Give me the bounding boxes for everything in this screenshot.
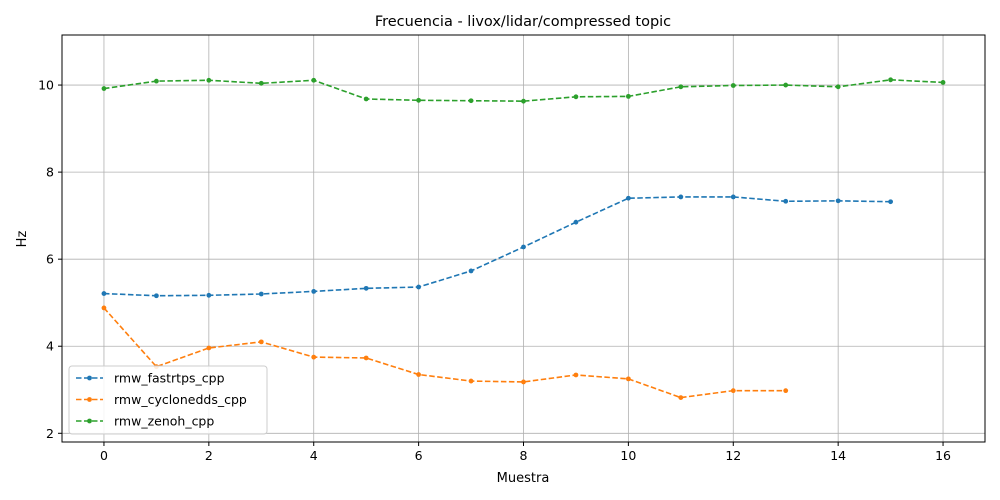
data-point xyxy=(311,77,317,83)
legend-box xyxy=(68,365,268,435)
y-tick-label: 6 xyxy=(46,252,54,267)
data-point xyxy=(783,82,789,88)
data-point xyxy=(258,339,264,345)
series-line xyxy=(103,79,944,102)
y-tick-label: 10 xyxy=(38,78,54,93)
x-tick-label: 8 xyxy=(520,448,528,463)
data-point xyxy=(416,284,422,290)
series-rmw_fastrtps_cpp xyxy=(101,194,894,299)
y-tick-label: 8 xyxy=(46,165,54,180)
data-point xyxy=(625,93,631,99)
x-tick-label: 6 xyxy=(415,448,423,463)
legend-swatch-marker xyxy=(87,397,92,402)
legend-label: rmw_cyclonedds_cpp xyxy=(114,392,247,407)
data-point xyxy=(678,194,684,200)
series-rmw_cyclonedds_cpp xyxy=(101,305,789,400)
data-point xyxy=(101,86,107,91)
data-point xyxy=(468,98,474,104)
x-axis-label: Muestra xyxy=(497,471,550,486)
data-point xyxy=(573,94,579,100)
data-point xyxy=(678,84,684,90)
data-point xyxy=(153,78,159,84)
y-axis-label: Hz xyxy=(15,231,30,248)
series-line xyxy=(103,196,891,297)
data-point xyxy=(468,378,474,384)
data-point xyxy=(888,77,894,83)
data-point xyxy=(206,345,212,351)
data-point xyxy=(363,355,369,361)
data-point xyxy=(678,395,684,400)
data-point xyxy=(363,96,369,102)
data-point xyxy=(521,379,526,385)
data-point xyxy=(363,285,369,291)
x-tick-label: 0 xyxy=(100,448,108,463)
y-tick-label: 2 xyxy=(46,426,54,441)
data-point xyxy=(258,80,264,86)
data-point xyxy=(206,77,212,83)
x-tick-label: 12 xyxy=(725,448,741,463)
x-tick-label: 14 xyxy=(830,448,846,463)
data-point xyxy=(625,376,631,382)
legend-swatch-marker xyxy=(87,418,92,424)
axis-ticks: 0 2 4 6 8 10 12 14 16 2 4 6 8 10 xyxy=(38,78,951,463)
x-tick-label: 10 xyxy=(620,448,636,463)
legend-label: rmw_zenoh_cpp xyxy=(114,414,214,429)
data-point xyxy=(521,244,526,250)
data-point xyxy=(730,194,736,200)
x-tick-label: 2 xyxy=(205,448,213,463)
data-point xyxy=(258,291,264,297)
data-point xyxy=(416,372,422,377)
data-point xyxy=(311,288,317,294)
data-point xyxy=(730,83,736,88)
data-point xyxy=(835,84,841,90)
data-point xyxy=(783,198,789,204)
data-point xyxy=(416,97,422,103)
data-point xyxy=(940,80,946,85)
data-point xyxy=(468,268,474,274)
x-tick-label: 4 xyxy=(310,448,318,463)
legend-label: rmw_fastrtps_cpp xyxy=(114,371,225,386)
data-point xyxy=(835,198,841,204)
data-point xyxy=(783,388,789,394)
data-point xyxy=(101,305,107,311)
data-point xyxy=(730,388,736,394)
data-point xyxy=(573,372,579,378)
data-point xyxy=(153,293,159,299)
grid xyxy=(62,35,985,442)
x-tick-label: 16 xyxy=(935,448,951,463)
plot-series xyxy=(101,77,946,400)
data-point xyxy=(206,292,212,298)
legend-swatch-marker xyxy=(87,375,92,381)
data-point xyxy=(573,219,579,225)
data-point xyxy=(101,291,107,296)
series-rmw_zenoh_cpp xyxy=(101,77,946,104)
chart-title: Frecuencia - livox/lidar/compressed topi… xyxy=(375,14,671,30)
data-point xyxy=(521,98,526,104)
legend: rmw_fastrtps_cpp rmw_cyclonedds_cpp rmw_ze… xyxy=(68,365,268,435)
data-point xyxy=(888,199,894,205)
data-point xyxy=(625,195,631,201)
y-tick-label: 4 xyxy=(46,339,54,354)
data-point xyxy=(311,354,317,360)
